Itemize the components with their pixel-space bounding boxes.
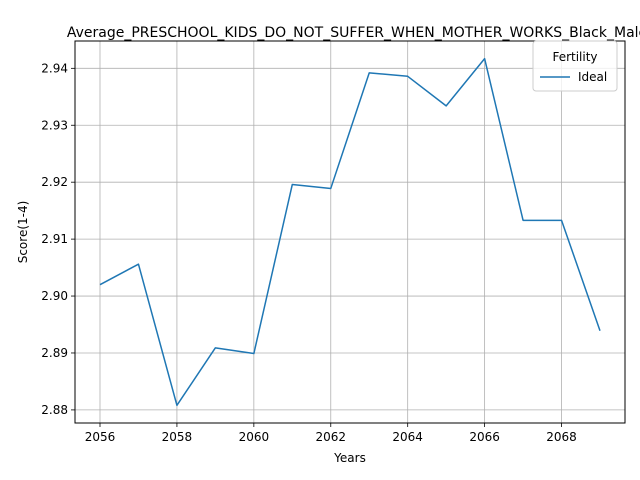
legend-label-ideal: Ideal: [578, 70, 607, 84]
x-tick-label: 2060: [239, 430, 270, 444]
series-line-ideal: [99, 57, 601, 407]
y-tick-label: 2.89: [41, 346, 68, 360]
x-tick-label: 2066: [469, 430, 500, 444]
x-tick-label: 2056: [85, 430, 116, 444]
y-tick-label: 2.91: [41, 232, 68, 246]
x-tick-label: 2062: [315, 430, 346, 444]
x-tick-label: 2068: [546, 430, 577, 444]
y-tick-label: 2.94: [41, 61, 68, 75]
y-tick-label: 2.90: [41, 289, 68, 303]
plot-frame: [74, 40, 626, 424]
y-axis-label: Score(1-4): [16, 201, 30, 264]
y-tick-label: 2.92: [41, 175, 68, 189]
chart-title: Average_PRESCHOOL_KIDS_DO_NOT_SUFFER_WHE…: [67, 25, 640, 41]
y-tick-label: 2.88: [41, 403, 68, 417]
x-tick-label: 2058: [162, 430, 193, 444]
legend: Fertility Ideal: [532, 40, 618, 92]
grid-lines: [75, 41, 625, 423]
axis-ticks: 2056 2058 2060 2062 2064 2066 2068 2.88 2.89 2.90…: [41, 61, 577, 444]
x-axis-label: Years: [333, 451, 366, 465]
y-tick-label: 2.93: [41, 118, 68, 132]
series-layer: [99, 57, 601, 407]
x-tick-label: 2064: [392, 430, 423, 444]
legend-title: Fertility: [552, 50, 597, 64]
legend-box: [532, 40, 618, 92]
